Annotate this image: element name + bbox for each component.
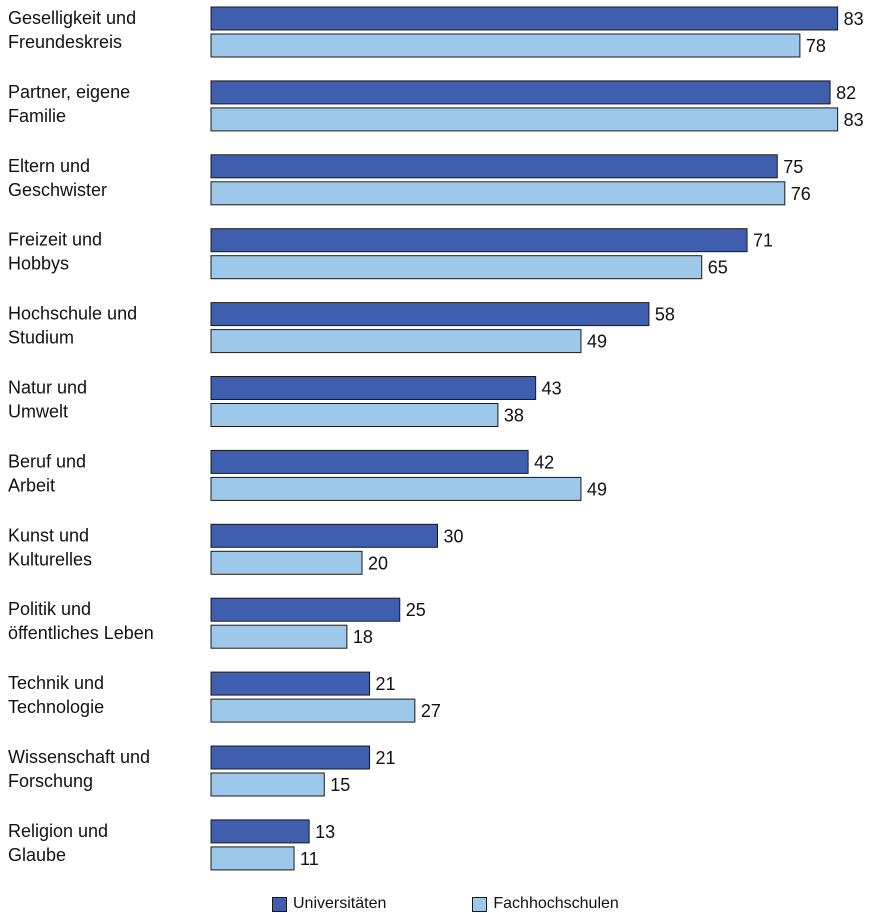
category-label: Partner, eigene Familie [8, 82, 130, 126]
category-label-line: Freizeit und [8, 230, 102, 250]
data-label: 20 [368, 553, 388, 573]
category-label: Eltern und Geschwister [8, 156, 107, 200]
bar-fachhochschulen [210, 698, 416, 723]
data-label: 43 [542, 379, 562, 399]
bar-universitaeten [210, 597, 401, 622]
data-label: 21 [376, 748, 396, 768]
legend-swatch-fachhochschulen [472, 896, 488, 912]
category-label-line: Forschung [8, 771, 93, 791]
bar-universitaeten [210, 523, 438, 548]
category-label-line: Umwelt [8, 402, 68, 422]
data-label: 75 [783, 157, 803, 177]
category-label: Hochschule und Studium [8, 304, 137, 348]
data-label: 49 [587, 332, 607, 352]
data-label: 82 [836, 83, 856, 103]
category-label-line: Hochschule und [8, 304, 137, 324]
bar-fachhochschulen [210, 181, 786, 206]
category-label-line: Religion und [8, 821, 108, 841]
category-label-line: Beruf und [8, 451, 86, 471]
bar-universitaeten [210, 745, 371, 770]
bar-fachhochschulen [210, 107, 839, 132]
bar-fachhochschulen [210, 476, 582, 501]
data-label: 65 [708, 258, 728, 278]
bar-universitaeten [210, 376, 537, 400]
category-label: Wissenschaft und Forschung [8, 747, 150, 791]
bar-fachhochschulen [210, 550, 363, 575]
bar-fachhochschulen [210, 846, 295, 871]
category-label-line: Geselligkeit und [8, 8, 136, 28]
category-label-line: Technik und [8, 673, 104, 693]
legend-item-universitaeten: Universitäten [272, 895, 386, 913]
category-label-line: Freundeskreis [8, 32, 122, 52]
bar-universitaeten [210, 671, 371, 696]
bar-universitaeten [210, 302, 650, 327]
bar-universitaeten [210, 154, 778, 179]
category-label: Kunst und Kulturelles [8, 525, 92, 569]
data-label: 83 [844, 110, 864, 130]
category-label-line: Natur und [8, 378, 87, 398]
data-label: 76 [791, 184, 811, 204]
category-label: Beruf und Arbeit [8, 451, 86, 495]
data-label: 49 [587, 479, 607, 499]
data-label: 18 [353, 627, 373, 647]
category-label-line: Kunst und [8, 525, 89, 545]
data-label: 58 [655, 305, 675, 325]
category-label: Geselligkeit und Freundeskreis [8, 8, 136, 52]
bar-fachhochschulen [210, 403, 499, 427]
category-label-line: Studium [8, 328, 74, 348]
bar-universitaeten [210, 6, 839, 31]
data-label: 25 [406, 600, 426, 620]
category-label-line: Hobbys [8, 254, 69, 274]
category-label-line: Arbeit [8, 475, 55, 495]
data-label: 11 [300, 849, 319, 869]
category-label-line: Politik und [8, 599, 91, 619]
bar-universitaeten [210, 819, 310, 844]
legend: Universitäten Fachhochschulen [272, 895, 619, 913]
bar-universitaeten [210, 228, 748, 253]
data-label: 42 [534, 452, 554, 472]
legend-swatch-universitaeten [272, 896, 287, 912]
bar-fachhochschulen [210, 772, 325, 797]
category-label-line: Partner, eigene [8, 82, 130, 102]
legend-label-fachhochschulen: Fachhochschulen [493, 895, 619, 912]
category-label: Technik und Technologie [8, 673, 104, 717]
category-label-line: Eltern und [8, 156, 90, 176]
category-label-line: Technologie [8, 697, 104, 717]
legend-item-fachhochschulen: Fachhochschulen [472, 895, 619, 913]
category-label: Politik und öffentliches Leben [8, 599, 154, 643]
data-label: 30 [444, 526, 464, 546]
data-label: 83 [844, 9, 864, 29]
category-label: Freizeit und Hobbys [8, 230, 102, 274]
data-label: 21 [376, 674, 396, 694]
data-label: 15 [330, 775, 350, 795]
data-label: 27 [421, 701, 441, 721]
category-label-line: Kulturelles [8, 549, 92, 569]
data-label: 38 [504, 406, 524, 426]
bar-fachhochschulen [210, 624, 348, 649]
legend-label-universitaeten: Universitäten [293, 895, 387, 912]
category-label-line: Glaube [8, 845, 66, 865]
category-label: Religion und Glaube [8, 821, 108, 865]
data-label: 13 [315, 822, 335, 842]
category-label-line: Familie [8, 106, 66, 126]
bar-universitaeten [210, 80, 831, 105]
data-label: 71 [753, 231, 773, 251]
data-label: 78 [806, 36, 826, 56]
bar-universitaeten [210, 449, 529, 474]
category-label-line: Wissenschaft und [8, 747, 150, 767]
bar-fachhochschulen [210, 33, 801, 58]
bar-fachhochschulen [210, 329, 582, 354]
bar-fachhochschulen [210, 255, 703, 280]
category-label-line: öffentliches Leben [8, 623, 154, 643]
category-label: Natur und Umwelt [8, 378, 87, 422]
category-label-line: Geschwister [8, 180, 107, 200]
